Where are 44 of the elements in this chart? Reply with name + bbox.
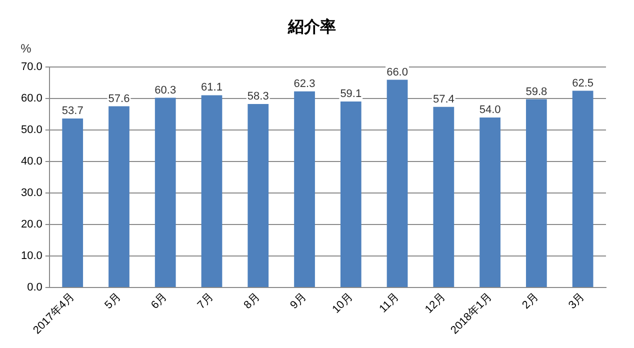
x-tick-label: 5月 [102,290,124,312]
x-tick-label: 11月 [377,290,402,316]
data-label: 58.3 [247,90,269,103]
y-tick-label: 30.0 [20,187,42,200]
y-tick-label: 70.0 [20,61,42,74]
y-tick-label: 60.0 [20,92,42,105]
x-tick-label: 9月 [288,290,309,312]
y-axis-title: % [20,42,32,56]
data-label: 62.5 [572,77,594,90]
data-label: 59.1 [340,88,362,100]
bar [386,80,408,287]
x-tick-label: 12月 [423,290,448,316]
data-label: 54.0 [479,104,501,116]
chart-title: 紹介率 [287,17,336,36]
x-tick-label: 8月 [242,290,262,312]
bar [526,99,547,287]
data-label: 66.0 [386,66,408,78]
x-tick-label: 6月 [149,290,170,312]
y-tick-label: 0.0 [27,282,42,294]
data-label: 53.7 [62,105,84,118]
y-tick-label: 10.0 [20,250,42,262]
bar [340,102,362,287]
data-label: 62.3 [294,78,316,90]
y-tick-label: 40.0 [20,156,42,168]
data-label: 57.6 [108,92,130,105]
x-tick-label: 3月 [566,290,588,312]
bar [248,104,269,287]
bar [62,118,84,287]
bar [201,95,222,287]
bar [433,106,454,287]
x-tick-label: 7月 [195,290,216,312]
bar [480,118,500,287]
y-tick-label: 50.0 [20,124,42,136]
data-label: 61.1 [201,82,222,94]
bar [294,91,315,287]
bar [154,98,176,287]
bar [572,90,594,287]
data-label: 59.8 [526,86,548,98]
bar [108,106,130,287]
data-label: 60.3 [154,84,176,96]
data-label: 57.4 [432,93,454,106]
x-tick-label: 10月 [330,290,356,316]
y-tick-label: 20.0 [20,218,42,231]
x-tick-label: 2月 [520,290,541,312]
